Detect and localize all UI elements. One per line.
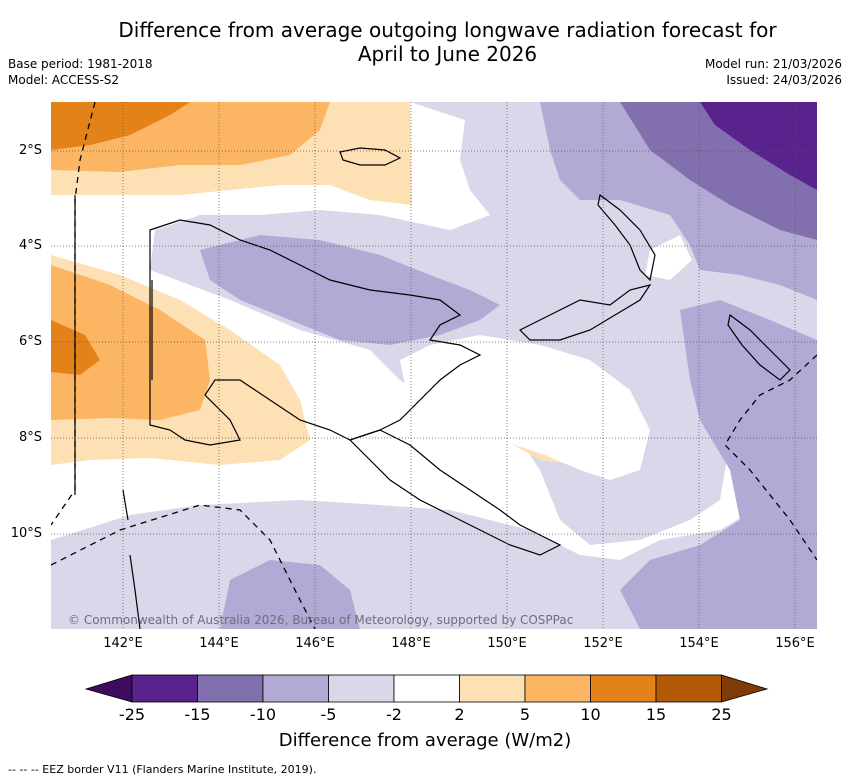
- cbar-tick-5: 2: [454, 705, 465, 724]
- contour-neg-darkest: [700, 102, 817, 190]
- title-line-2: April to June 2026: [357, 42, 538, 66]
- meta-right: Model run: 21/03/2026 Issued: 24/03/2026: [705, 56, 842, 88]
- lon-label-142e: 142°E: [103, 636, 143, 651]
- model-run: Model run: 21/03/2026: [704, 57, 842, 71]
- base-period: Base period: 1981-2018: [8, 57, 153, 71]
- colorbar-high-extend: [721, 674, 769, 703]
- cbar-tick-6: 5: [519, 705, 531, 724]
- coastline-new-guinea: [149, 219, 482, 446]
- contour-neg-medium-central: [200, 235, 500, 345]
- cbar-tick-2: -10: [249, 705, 277, 724]
- cbar-tick-9: 25: [711, 705, 732, 724]
- colorbar-bin-5: [393, 674, 460, 703]
- colorbar: [84, 674, 769, 703]
- colorbar-low-extend: [84, 674, 133, 703]
- issued-date: Issued: 24/03/2026: [726, 73, 842, 87]
- cbar-tick-3: -5: [320, 705, 337, 724]
- meta-left: Base period: 1981-2018 Model: ACCESS-S2: [8, 56, 153, 88]
- lon-label-144e: 144°E: [199, 636, 239, 651]
- coastline-manus: [339, 147, 402, 166]
- lon-label-154e: 154°E: [679, 636, 719, 651]
- colorbar-bin-4: [328, 674, 395, 703]
- lon-label-156e: 156°E: [775, 636, 815, 651]
- lat-label-6s: 6°S: [18, 334, 42, 349]
- coastline-new-britain: [518, 284, 652, 341]
- cbar-tick-0: -25: [118, 705, 146, 724]
- colorbar-bin-1: [131, 674, 198, 703]
- colorbar-bin-8: [590, 674, 657, 703]
- colorbar-bin-9: [655, 674, 722, 703]
- contour-neutral-central: [400, 335, 650, 480]
- lat-label-10s: 10°S: [10, 526, 42, 541]
- colorbar-bin-3: [262, 674, 329, 703]
- lat-label-2s: 2°S: [18, 143, 42, 158]
- colorbar-bin-7: [524, 674, 591, 703]
- coastline-new-ireland: [597, 193, 656, 282]
- copyright-notice: © Commonwealth of Australia 2026, Bureau…: [68, 613, 574, 627]
- lon-label-152e: 152°E: [583, 636, 623, 651]
- colorbar-bin-2: [197, 674, 264, 703]
- map-area: [51, 102, 817, 629]
- contour-neg-medium-south: [220, 560, 360, 629]
- lon-label-148e: 148°E: [391, 636, 431, 651]
- colorbar-title: Difference from average (W/m2): [278, 730, 572, 751]
- cbar-tick-4: -2: [386, 705, 402, 724]
- coastline-cape-york: [122, 489, 141, 629]
- eez-border: [51, 102, 817, 629]
- coastline-papua-peninsula: [348, 429, 562, 556]
- cbar-tick-1: -15: [184, 705, 211, 724]
- contour-neg-medium-east: [620, 300, 817, 629]
- cbar-tick-8: 15: [645, 705, 667, 724]
- contour-neutral-east: [645, 235, 692, 280]
- map-title: Difference from average outgoing longwav…: [0, 18, 850, 66]
- gridlines: [51, 102, 817, 629]
- lat-label-8s: 8°S: [18, 430, 42, 445]
- lon-label-150e: 150°E: [487, 636, 527, 651]
- contour-neg-light-north: [150, 102, 817, 545]
- lat-label-4s: 4°S: [18, 238, 42, 253]
- model-name: Model: ACCESS-S2: [8, 73, 120, 87]
- cbar-tick-7: 10: [580, 705, 601, 724]
- eez-legend: -- -- -- EEZ border V11 (Flanders Marine…: [8, 763, 317, 776]
- title-line-1: Difference from average outgoing longwav…: [118, 18, 777, 42]
- colorbar-bin-6: [459, 674, 526, 703]
- coastline-bougainville: [727, 313, 791, 381]
- lon-label-146e: 146°E: [295, 636, 335, 651]
- contour-pos-medium-w: [51, 265, 210, 420]
